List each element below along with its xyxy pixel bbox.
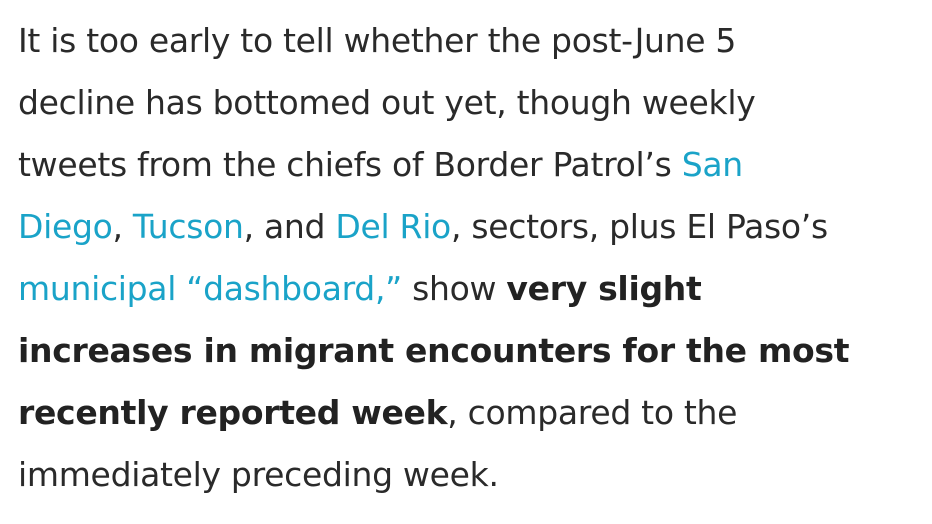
paragraph-line-2: decline has bottomed out yet, though wee… [18, 72, 923, 134]
link-san-diego-part2[interactable]: Diego [18, 207, 113, 246]
text-segment: , and [243, 207, 336, 246]
paragraph-line-6: increases in migrant encounters for the … [18, 320, 923, 382]
bold-segment: increases in migrant encounters for the … [18, 331, 850, 370]
link-tucson[interactable]: Tucson [132, 207, 244, 246]
link-municipal-dashboard[interactable]: municipal “dashboard,” [18, 269, 402, 308]
paragraph-line-4: Diego, Tucson, and Del Rio, sectors, plu… [18, 196, 923, 258]
bold-segment: recently reported week [18, 393, 448, 432]
text-segment: , [112, 207, 133, 246]
paragraph-line-1: It is too early to tell whether the post… [18, 10, 923, 72]
text-segment: It is too early to tell whether the post… [18, 21, 737, 60]
text-segment: , compared to the [447, 393, 738, 432]
link-del-rio[interactable]: Del Rio [335, 207, 451, 246]
link-san-diego-part1[interactable]: San [681, 145, 743, 184]
text-segment: tweets from the chiefs of Border Patrol’… [18, 145, 682, 184]
article-paragraph: It is too early to tell whether the post… [18, 10, 923, 506]
text-segment: decline has bottomed out yet, though wee… [18, 83, 756, 122]
paragraph-line-5: municipal “dashboard,” show very slight [18, 258, 923, 320]
paragraph-line-3: tweets from the chiefs of Border Patrol’… [18, 134, 923, 196]
bold-segment: very slight [506, 269, 702, 308]
paragraph-line-7: recently reported week, compared to the [18, 382, 923, 444]
paragraph-line-8: immediately preceding week. [18, 444, 923, 506]
text-segment: immediately preceding week. [18, 455, 499, 494]
text-segment: , sectors, plus El Paso’s [450, 207, 828, 246]
text-segment: show [401, 269, 507, 308]
